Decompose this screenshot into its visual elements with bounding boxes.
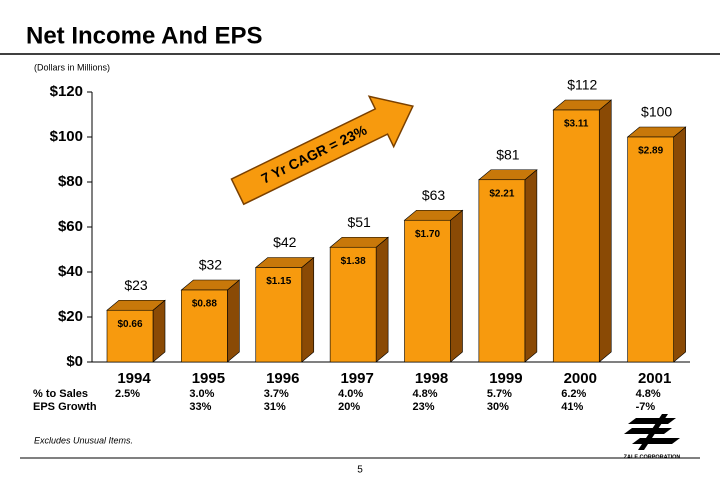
bar (181, 289, 228, 363)
arrow-shape (230, 95, 414, 206)
bar-side (152, 299, 166, 363)
eps-label: $1.38 (341, 256, 366, 267)
table-cell: 23% (413, 401, 435, 413)
bar (478, 179, 526, 363)
x-tick-label: 1996 (266, 370, 299, 387)
table-cell: 4.0% (338, 388, 363, 400)
x-tick-label: 1998 (415, 370, 448, 387)
cagr-arrow: 7 Yr CAGR = 23% (230, 95, 414, 206)
bar (552, 109, 600, 363)
eps-label: $3.11 (564, 119, 589, 130)
bar-side (598, 99, 612, 363)
table-cell: 4.8% (413, 388, 438, 400)
subtitle: (Dollars in Millions) (34, 62, 110, 72)
table-cell: 41% (561, 401, 583, 413)
eps-label: $0.88 (192, 299, 217, 310)
logo-stroke (638, 414, 668, 450)
eps-label: $2.89 (638, 146, 663, 157)
bar (255, 267, 303, 363)
value-label: $100 (641, 104, 672, 120)
bar-side (375, 236, 389, 363)
bar-side (301, 256, 315, 363)
table-cell: 4.8% (636, 388, 661, 400)
x-tick-label: 2000 (564, 370, 597, 387)
y-tick-label: $0 (66, 353, 83, 370)
y-tick-label: $60 (58, 218, 83, 235)
table-cell: 6.2% (561, 388, 586, 400)
table-cell: 30% (487, 401, 509, 413)
value-label: $51 (347, 214, 371, 230)
x-tick-label: 2001 (638, 370, 671, 387)
footnote: Excludes Unusual Items. (34, 435, 133, 445)
bar-side (524, 169, 538, 363)
bar (404, 219, 451, 363)
table-cell: 20% (338, 401, 360, 413)
x-tick-label: 1997 (340, 370, 373, 387)
row-label: % to Sales (33, 388, 88, 400)
table-cell: 33% (189, 401, 211, 413)
value-label: $112 (567, 77, 597, 93)
x-tick-label: 1994 (117, 370, 151, 387)
table-cell: 2.5% (115, 388, 140, 400)
cagr-label: 7 Yr CAGR = 23% (259, 121, 370, 186)
table-cell: 3.0% (189, 388, 214, 400)
y-tick-label: $20 (58, 308, 83, 325)
bar (329, 246, 377, 363)
bar-side (227, 279, 240, 363)
logo-stroke (632, 438, 680, 444)
value-label: $81 (496, 146, 520, 162)
eps-label: $1.15 (266, 276, 291, 287)
x-tick-label: 1999 (489, 370, 522, 387)
row-label: EPS Growth (33, 401, 97, 413)
value-label: $32 (199, 257, 223, 273)
bar-side (450, 209, 463, 363)
bar (627, 136, 674, 363)
value-label: $42 (273, 234, 297, 250)
value-label: $63 (422, 187, 446, 203)
page-number: 5 (357, 465, 363, 476)
logo-stroke (628, 418, 676, 424)
table-cell: -7% (636, 401, 656, 413)
value-label: $23 (124, 277, 148, 293)
logo-stroke (624, 428, 672, 434)
bar-side (673, 126, 686, 363)
table-cell: 3.7% (264, 388, 289, 400)
logo: ZALE CORPORATION (624, 414, 681, 460)
y-tick-label: $40 (58, 263, 83, 280)
table-cell: 5.7% (487, 388, 512, 400)
slide-title: Net Income And EPS (26, 22, 262, 49)
eps-label: $2.21 (489, 188, 514, 199)
bar (106, 309, 154, 363)
y-tick-label: $80 (58, 173, 83, 190)
y-tick-label: $100 (50, 128, 83, 145)
x-tick-label: 1995 (192, 370, 225, 387)
logo-text: ZALE CORPORATION (624, 454, 681, 460)
table-cell: 31% (264, 401, 286, 413)
y-tick-label: $120 (50, 83, 83, 100)
eps-label: $1.70 (415, 229, 440, 240)
eps-label: $0.66 (117, 319, 142, 330)
